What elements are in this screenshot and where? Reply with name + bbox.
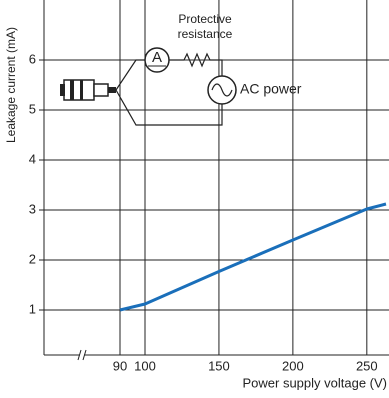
sensor-tip bbox=[108, 87, 116, 93]
data-line bbox=[119, 202, 387, 312]
y-tick-label: 4 bbox=[29, 151, 36, 166]
y-axis-label: Leakage current (mA) bbox=[4, 27, 18, 143]
x-tick-label: 200 bbox=[282, 358, 304, 373]
axis-break-gap bbox=[80, 352, 84, 358]
y-tick-label: 1 bbox=[29, 301, 36, 316]
sensor-head bbox=[93, 83, 109, 97]
axis-break bbox=[82, 349, 87, 361]
y-tick-label: 5 bbox=[29, 101, 36, 116]
x-tick-label: 100 bbox=[134, 358, 156, 373]
resistor-label: Protective bbox=[178, 12, 232, 26]
y-tick-label: 2 bbox=[29, 251, 36, 266]
sensor-cap bbox=[60, 84, 65, 96]
x-axis-label: Power supply voltage (V) bbox=[242, 375, 387, 390]
ac-wave bbox=[211, 83, 233, 97]
x-tick-label: 90 bbox=[113, 358, 127, 373]
axis-break bbox=[77, 349, 82, 361]
source-label: AC power bbox=[240, 81, 302, 97]
x-tick-label: 250 bbox=[356, 358, 378, 373]
resistor-label: resistance bbox=[178, 27, 233, 41]
sensor-ring bbox=[70, 80, 74, 100]
sensor-ring bbox=[80, 80, 83, 100]
x-tick-label: 150 bbox=[208, 358, 230, 373]
meter-label: A bbox=[152, 49, 162, 66]
y-tick-label: 6 bbox=[29, 51, 36, 66]
sensor-body bbox=[63, 79, 95, 101]
inset-diagram: A Protective resistance AC power bbox=[60, 12, 302, 126]
y-tick-label: 3 bbox=[29, 201, 36, 216]
circuit-wire bbox=[115, 52, 223, 126]
